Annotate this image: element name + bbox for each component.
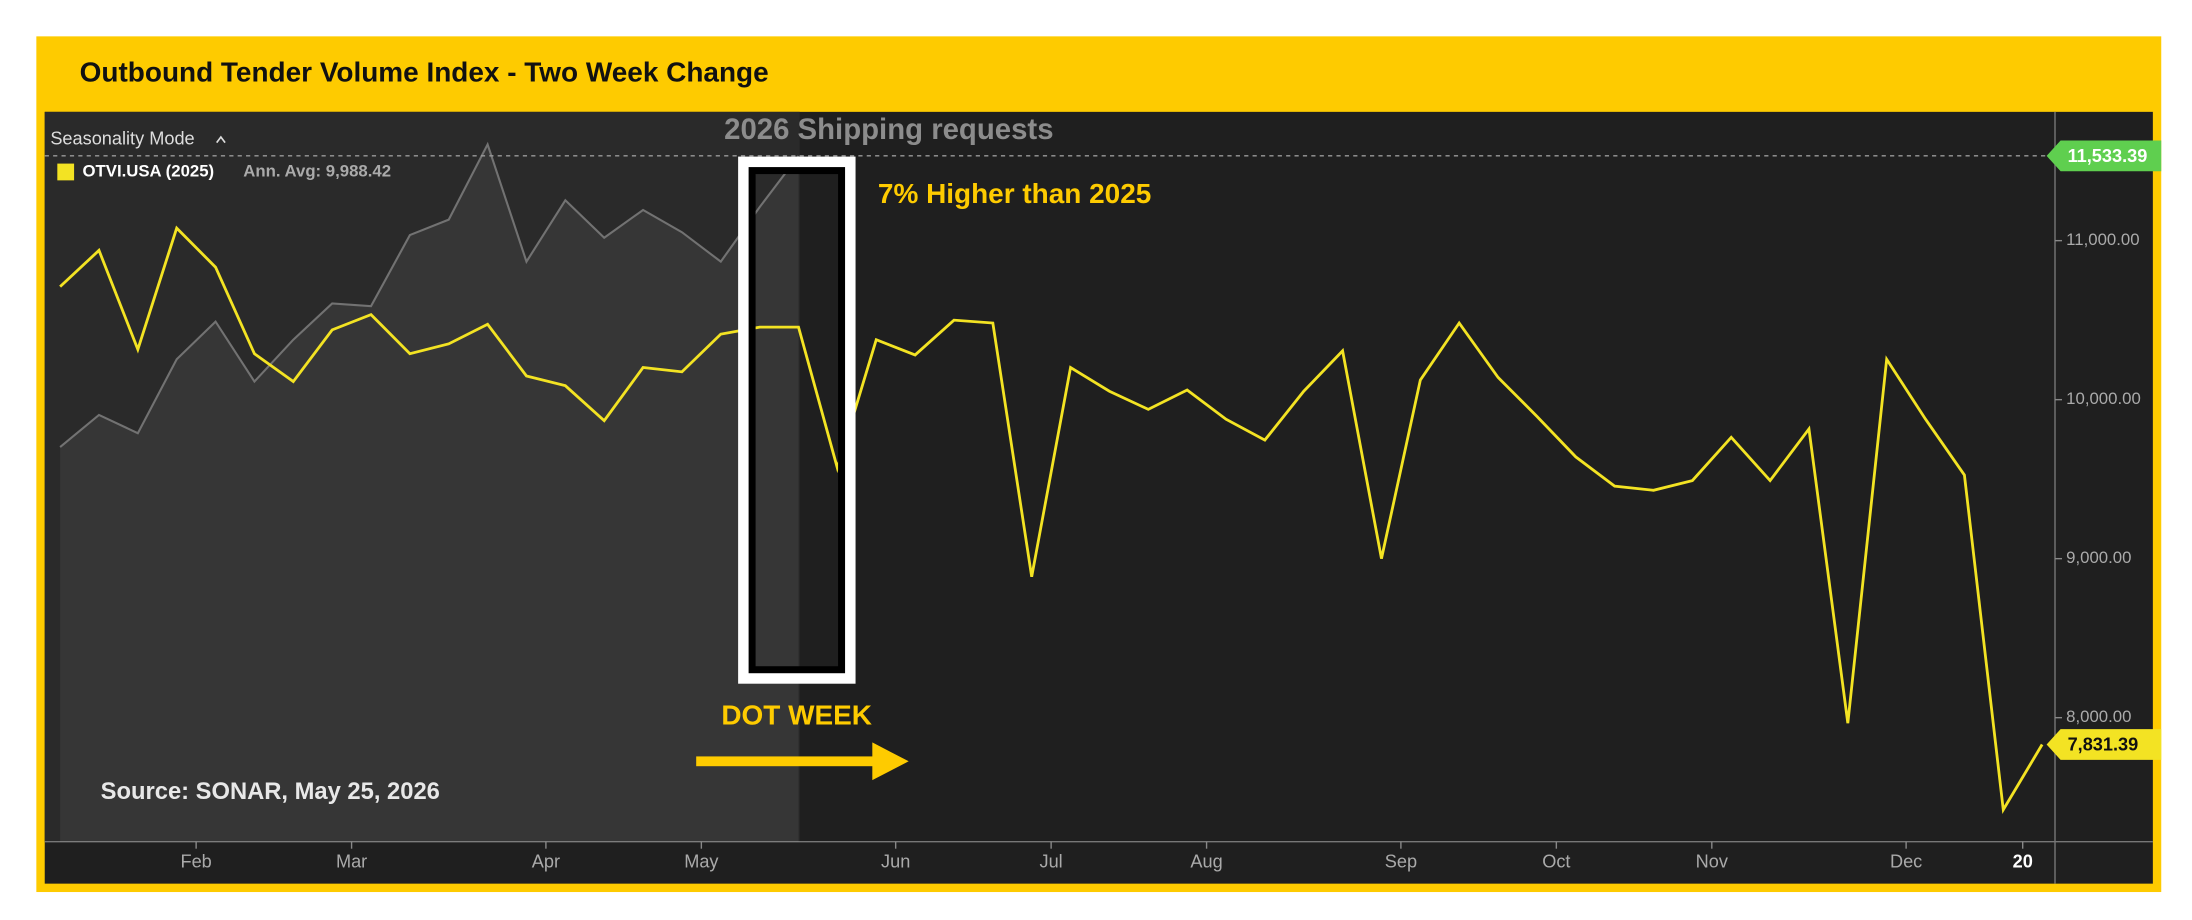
y-tick-label: 9,000.00 bbox=[2066, 548, 2131, 567]
x-tick-label: Mar bbox=[336, 851, 367, 871]
mode-caret bbox=[216, 135, 226, 144]
shaded-period bbox=[44, 111, 800, 842]
value-label: 11,533.39 bbox=[2068, 146, 2148, 166]
x-tick-label: Jun bbox=[881, 851, 910, 871]
annotation: 7% Higher than 2025 bbox=[878, 178, 1151, 209]
y-tick-label: 10,000.00 bbox=[2066, 389, 2141, 408]
chart-title: Outbound Tender Volume Index - Two Week … bbox=[80, 56, 769, 87]
series-line bbox=[59, 225, 2044, 815]
plot-layer: 8,000.00 9,000.00 10,000.00 11,000.00 Feb Mar… bbox=[44, 111, 2162, 884]
annotation: 2026 Shipping requests bbox=[724, 113, 1053, 146]
arrow-head bbox=[872, 742, 909, 781]
series-area bbox=[60, 144, 799, 842]
y-tick-label: 11,000.00 bbox=[2066, 230, 2139, 249]
x-tick-label: Nov bbox=[1696, 851, 1729, 871]
x-tick-label: Feb bbox=[180, 851, 211, 871]
legend-label: OTVI.USA (2025) bbox=[82, 161, 214, 180]
x-tick-label: May bbox=[684, 851, 719, 871]
highlight-box-inner bbox=[748, 167, 846, 674]
x-tick-label: 20 bbox=[2013, 851, 2033, 871]
x-tick-label: Sep bbox=[1385, 851, 1417, 871]
y-tick-label: 8,000.00 bbox=[2066, 707, 2131, 726]
value-label: 7,831.39 bbox=[2068, 735, 2139, 755]
series-line bbox=[59, 141, 800, 448]
annotation: DOT WEEK bbox=[721, 700, 872, 731]
legend-swatch bbox=[57, 163, 75, 181]
x-tick-label: Oct bbox=[1542, 851, 1570, 871]
value-tag bbox=[2046, 140, 2162, 172]
mode-label: Seasonality Mode bbox=[50, 129, 194, 149]
legend-note: Ann. Avg: 9,988.42 bbox=[243, 161, 391, 180]
highlight-box-outer bbox=[738, 156, 856, 684]
x-tick-label: Dec bbox=[1890, 851, 1922, 871]
x-tick-label: Jul bbox=[1040, 851, 1063, 871]
source-note: Source: SONAR, May 25, 2026 bbox=[101, 778, 440, 805]
x-tick-label: Apr bbox=[532, 851, 560, 871]
value-tag bbox=[2046, 729, 2162, 760]
x-tick-label: Aug bbox=[1190, 851, 1222, 871]
arrow-shaft bbox=[696, 756, 878, 767]
